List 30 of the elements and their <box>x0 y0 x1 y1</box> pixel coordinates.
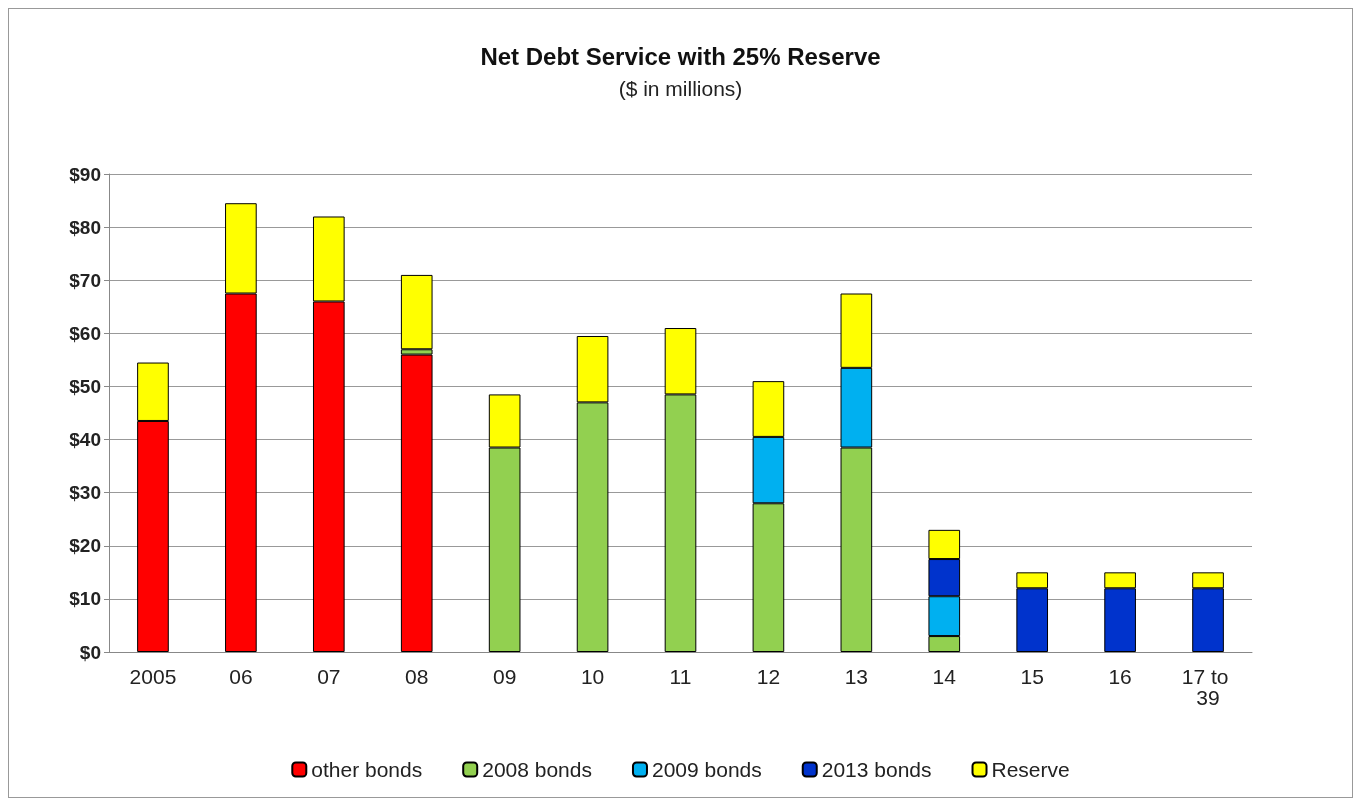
legend-label: other bonds <box>311 758 423 781</box>
y-tick-label: $30 <box>69 482 101 504</box>
y-tick-label: $90 <box>69 163 101 185</box>
x-tick-label: 14 <box>932 665 957 688</box>
x-tick-label: 16 <box>1108 665 1132 688</box>
y-tick-label: $10 <box>69 588 101 610</box>
x-tick-label: 12 <box>756 665 781 688</box>
y-tick-label: $70 <box>69 269 101 291</box>
x-tick-label: 11 <box>669 665 692 688</box>
x-tick-label: 15 <box>1020 665 1044 688</box>
x-tick-label: 07 <box>317 665 341 688</box>
y-tick-label: $80 <box>69 216 101 238</box>
y-tick-label: $0 <box>79 641 101 663</box>
legend-label: Reserve <box>991 758 1070 781</box>
chart-title: Net Debt Service with 25% Reserve <box>480 42 881 70</box>
y-tick-label: $40 <box>69 429 101 451</box>
legend-label: 2008 bonds <box>482 758 592 781</box>
x-tick-label: 09 <box>492 665 517 688</box>
x-tick-label: 06 <box>229 665 253 688</box>
y-tick-label: $50 <box>69 375 101 397</box>
legend-label: 2009 bonds <box>651 758 762 781</box>
chart-subtitle: ($ in millions) <box>618 77 743 100</box>
x-tick-label: 17 to 39 <box>1181 665 1235 709</box>
x-tick-label: 13 <box>844 665 869 688</box>
y-tick-label: $60 <box>69 322 101 344</box>
x-tick-label: 2005 <box>129 665 177 688</box>
x-tick-label: 08 <box>405 665 429 688</box>
y-tick-label: $20 <box>69 535 101 557</box>
legend-label: 2013 bonds <box>821 758 932 781</box>
x-tick-label: 10 <box>580 665 605 688</box>
